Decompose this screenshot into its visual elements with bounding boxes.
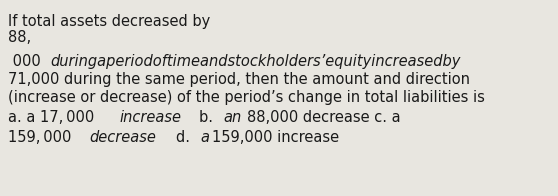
Text: 000: 000 bbox=[8, 54, 41, 69]
Text: If total assets decreased by: If total assets decreased by bbox=[8, 14, 210, 29]
Text: decrease: decrease bbox=[90, 130, 157, 145]
Text: 159, 000: 159, 000 bbox=[8, 130, 71, 145]
Text: b.: b. bbox=[199, 110, 218, 125]
Text: increase: increase bbox=[119, 110, 181, 125]
Text: 88,000 decrease c. a: 88,000 decrease c. a bbox=[247, 110, 401, 125]
Text: 88,: 88, bbox=[8, 30, 31, 45]
Text: 71,000 during the same period, then the amount and direction: 71,000 during the same period, then the … bbox=[8, 72, 470, 87]
Text: (increase or decrease) of the period’s change in total liabilities is: (increase or decrease) of the period’s c… bbox=[8, 90, 485, 105]
Text: a. a 17, 000: a. a 17, 000 bbox=[8, 110, 94, 125]
Text: an: an bbox=[223, 110, 242, 125]
Text: 159,000 increase: 159,000 increase bbox=[211, 130, 339, 145]
Text: a: a bbox=[200, 130, 209, 145]
Text: duringaperiodoftimeandstockholders’equityincreasedby: duringaperiodoftimeandstockholders’equit… bbox=[50, 54, 461, 69]
Text: d.: d. bbox=[176, 130, 195, 145]
